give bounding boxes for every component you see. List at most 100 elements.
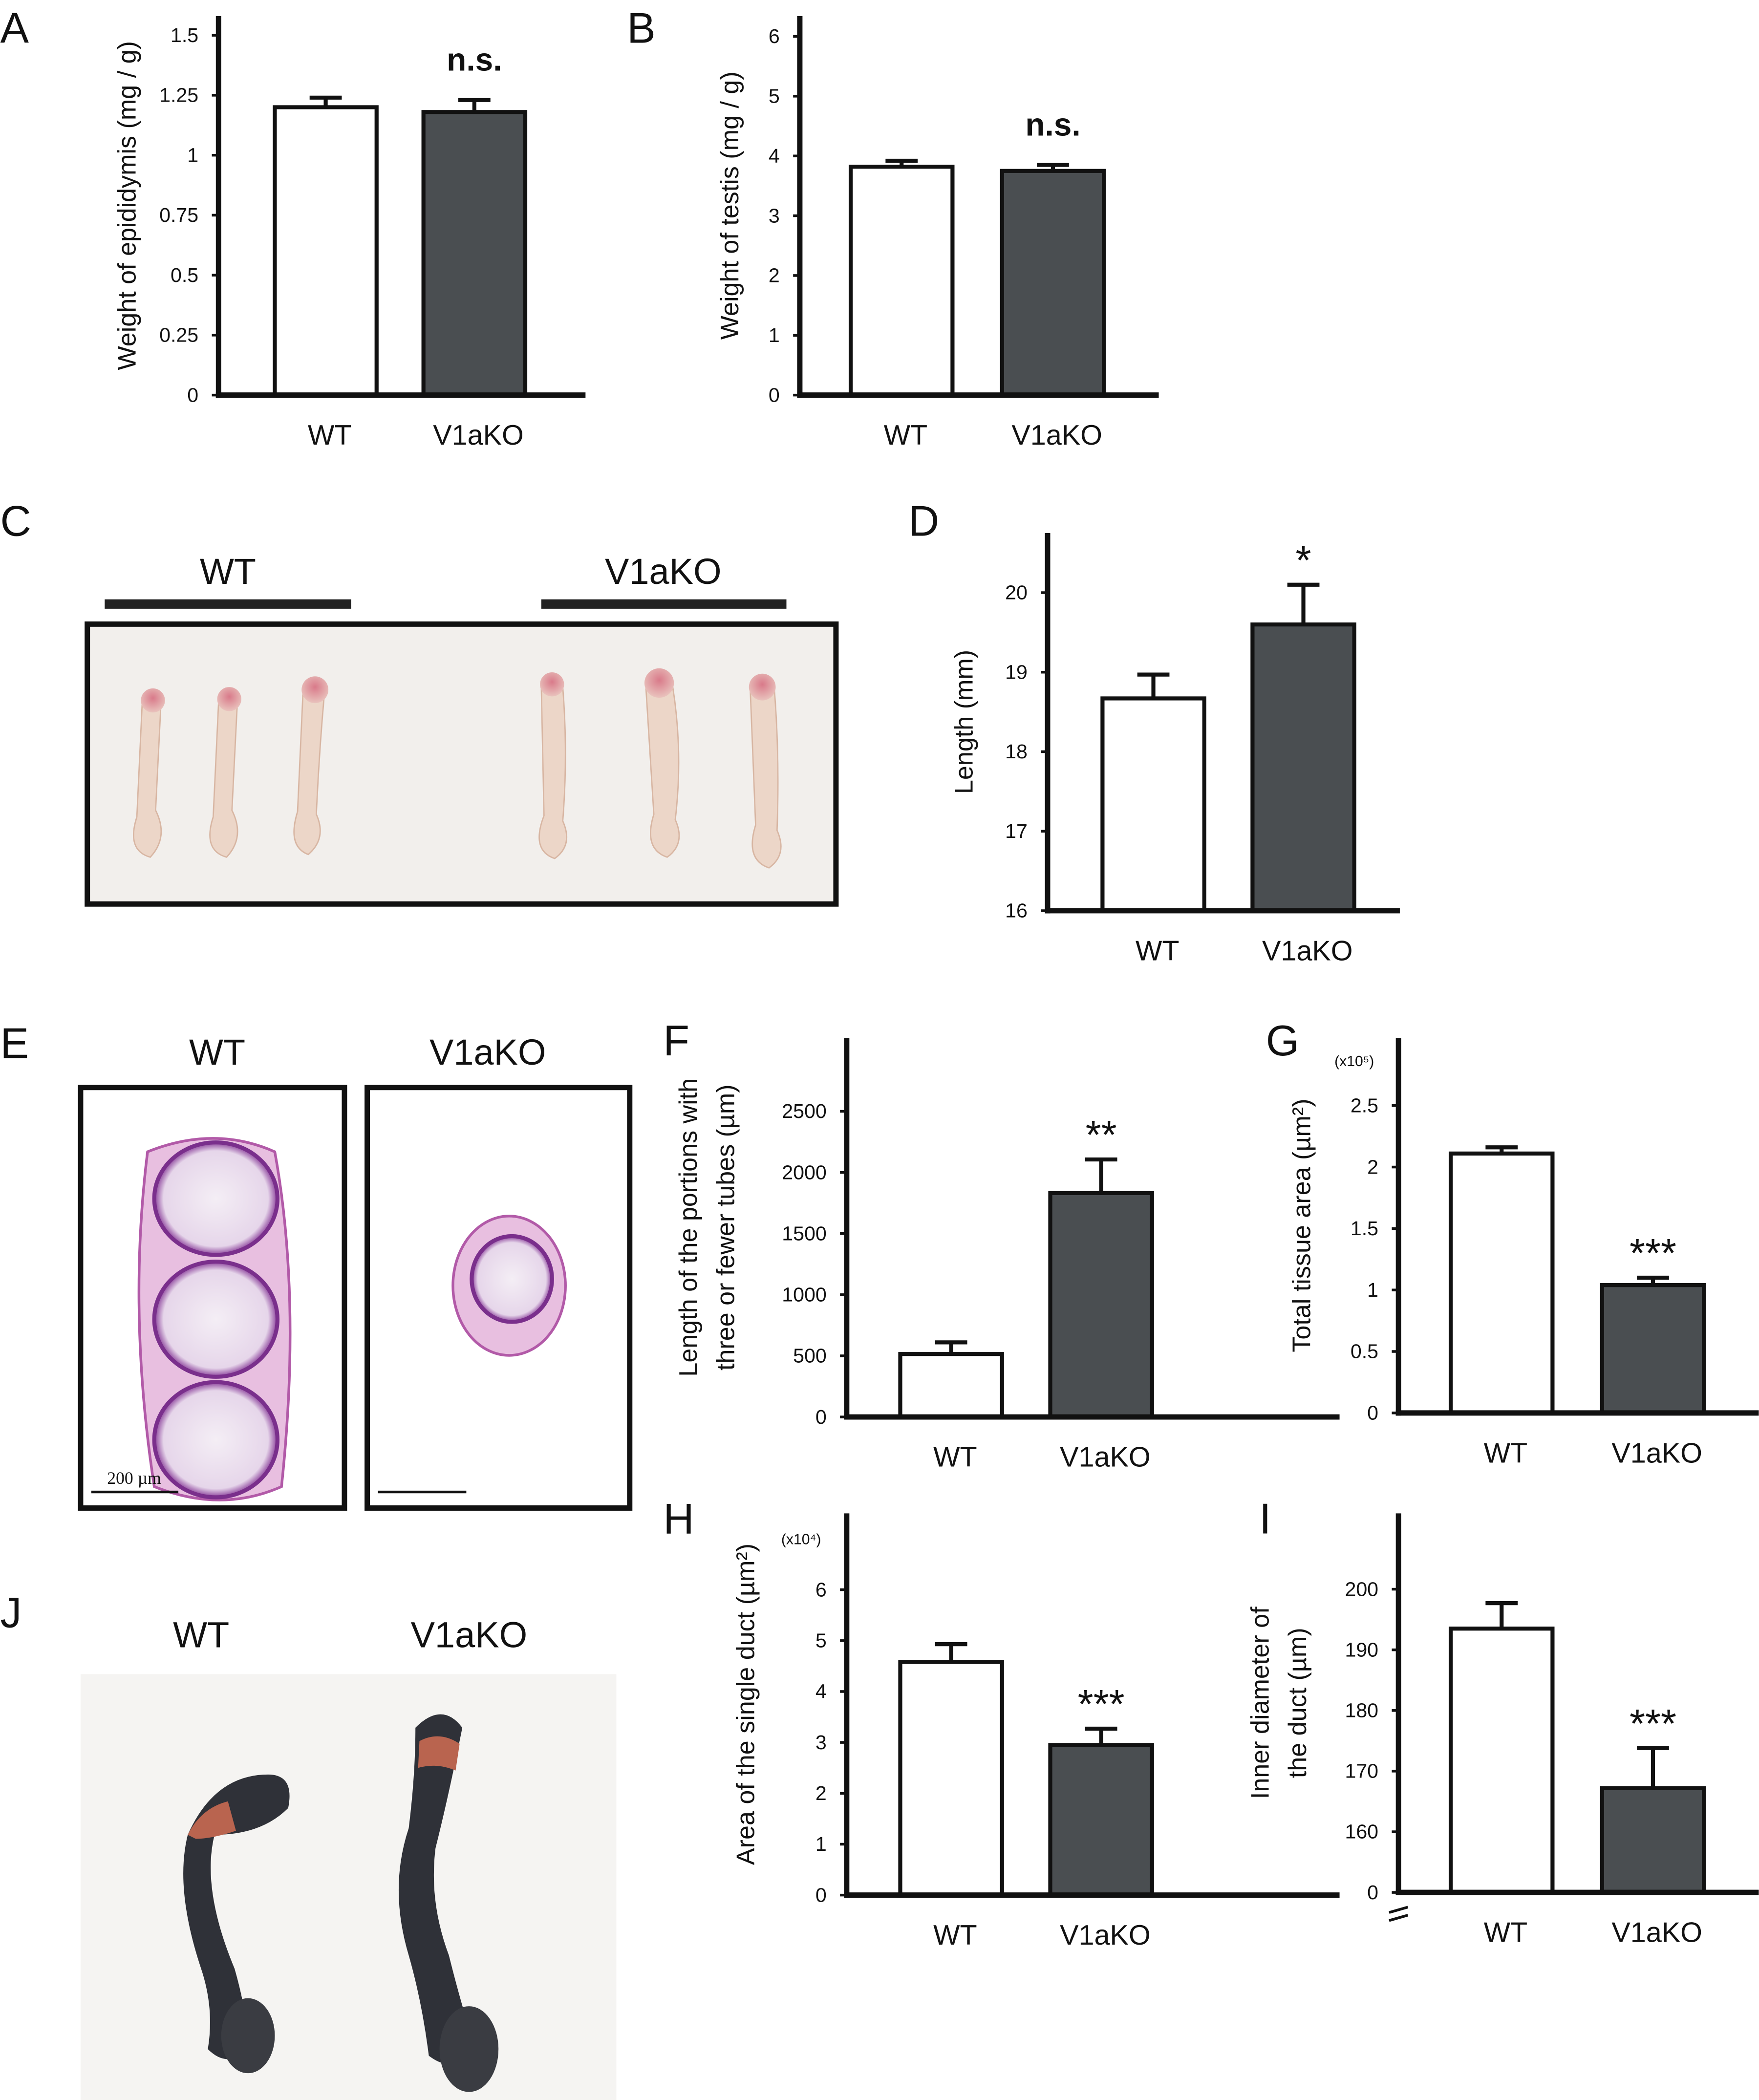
chart: H (x10⁴) Area of the single duct (µm²) 0 1 2 3… [663, 1495, 1340, 1951]
group-label: WT [200, 551, 256, 592]
y-tick-label: 18 [1005, 740, 1028, 763]
panel-letter: J [0, 1588, 21, 1636]
specimen-part [221, 1998, 275, 2074]
specimen-part [418, 1736, 460, 1771]
ducts [152, 1140, 279, 1500]
y-tick-label: 3 [769, 204, 780, 227]
y-tick-label: 1500 [782, 1222, 826, 1244]
y-tick-label: 4 [815, 1680, 827, 1703]
bar [1448, 1151, 1555, 1415]
bar [1600, 1283, 1706, 1415]
specimen-part [439, 2006, 499, 2092]
y-tick-label: 6 [815, 1578, 827, 1601]
bar [1448, 1627, 1555, 1895]
y-tick-label: 170 [1345, 1760, 1378, 1782]
y-tick-label: 1 [815, 1833, 827, 1855]
panel-letter: E [0, 1019, 28, 1067]
chart: I Inner diameter of the duct (µm) 0 160 170 18… [1246, 1495, 1759, 1949]
group-label: WT [173, 1615, 229, 1655]
y-tick-label: 2 [815, 1782, 827, 1804]
y-axis-label: Inner diameter of [1246, 1607, 1274, 1799]
bar [1000, 169, 1106, 397]
panel-letter: F [663, 1017, 689, 1065]
specimen [398, 1714, 476, 2065]
y-tick-label: 5 [815, 1629, 827, 1652]
y-tick-label: 0.75 [159, 204, 198, 226]
x-tick-label: WT [884, 420, 927, 451]
significance: * [1296, 538, 1311, 583]
x-tick-label: V1aKO [1262, 935, 1353, 966]
y-tick-label: 0 [1367, 1881, 1378, 1904]
y-tick-label: 16 [1005, 900, 1028, 922]
y-tick-label: 19 [1005, 661, 1028, 683]
chart: A Weight of epididymis (mg / g) 0 0.25 0.5 0.… [0, 4, 586, 451]
y-tick-label: 1.25 [159, 84, 198, 107]
specimens [133, 674, 782, 869]
bar [1250, 622, 1356, 913]
y-tick-label: 3 [815, 1731, 827, 1754]
x-tick-label: WT [1136, 935, 1179, 966]
bar [1048, 1743, 1154, 1897]
bar [421, 110, 528, 397]
group-label: V1aKO [605, 551, 722, 592]
y-tick-label: 5 [769, 85, 780, 107]
specimen [183, 1774, 290, 2059]
significance: *** [1078, 1682, 1125, 1727]
x-tick-label: V1aKO [1060, 1441, 1151, 1473]
y-tick-label: 2500 [782, 1100, 826, 1122]
bar [898, 1352, 1004, 1419]
group-label: V1aKO [429, 1032, 546, 1072]
y-axis-label: the duct (µm) [1284, 1628, 1312, 1778]
significance: ** [1086, 1113, 1117, 1157]
y-tick-label: 0 [769, 384, 780, 406]
y-tick-label: 1.5 [1351, 1217, 1378, 1240]
y-tick-label: 0 [187, 384, 198, 406]
significance: *** [1630, 1702, 1676, 1746]
y-tick-label: 0 [815, 1884, 827, 1906]
y-tick-label: 0.25 [159, 324, 198, 346]
bar [848, 165, 955, 397]
x-tick-label: V1aKO [433, 420, 524, 451]
y-tick-label: 2.5 [1351, 1094, 1378, 1116]
group-label: WT [189, 1032, 245, 1072]
y-tick-label: 180 [1345, 1699, 1378, 1721]
axis-break [1389, 1914, 1409, 1922]
significance: n.s. [447, 41, 502, 77]
panel-letter: G [1266, 1017, 1299, 1065]
y-tick-label: 1000 [782, 1284, 826, 1306]
x-tick-label: WT [1484, 1917, 1527, 1949]
y-tick-label: 1 [187, 144, 198, 166]
y-axis-label: Length of the portions with [674, 1078, 703, 1377]
x-tick-label: WT [933, 1441, 977, 1473]
y-tick-label: 0 [815, 1406, 827, 1428]
panel-letter: I [1259, 1495, 1271, 1543]
y-tick-label: 0.5 [171, 264, 198, 286]
chart: G (x10⁵) Total tissue area (µm²) 0 0.5 1 1.5 2 2… [1266, 1017, 1759, 1469]
bar [1100, 696, 1206, 913]
photo-c: C WT V1aKO [0, 497, 839, 907]
photo [80, 1674, 617, 2100]
photo-j: J WT V1aKO [0, 1588, 617, 2100]
significance: n.s. [1025, 106, 1080, 142]
specimen-part [188, 1801, 236, 1839]
chart: D Length (mm) 16 17 18 19 20 WT V1aKO * [908, 497, 1400, 966]
group-label: V1aKO [411, 1615, 528, 1655]
y-tick-label: 200 [1345, 1578, 1378, 1600]
panel-letter: H [663, 1495, 694, 1543]
y-tick-label: 17 [1005, 820, 1028, 842]
y-tick-label: 160 [1345, 1821, 1378, 1843]
x-tick-label: V1aKO [1611, 1917, 1702, 1949]
y-tick-label: 1 [1367, 1279, 1378, 1301]
panel-letter: B [627, 4, 656, 52]
y-axis-label: Area of the single duct (µm²) [732, 1543, 760, 1865]
y-tick-label: 190 [1345, 1638, 1378, 1661]
x-tick-label: V1aKO [1060, 1920, 1151, 1951]
duct [470, 1234, 554, 1324]
y-axis-label: Weight of testis (mg / g) [716, 71, 744, 340]
bar [273, 105, 379, 397]
y-tick-label: 2 [769, 264, 780, 287]
unit-note: (x10⁵) [1334, 1053, 1374, 1070]
bar [1600, 1786, 1706, 1895]
y-tick-label: 4 [769, 145, 780, 167]
